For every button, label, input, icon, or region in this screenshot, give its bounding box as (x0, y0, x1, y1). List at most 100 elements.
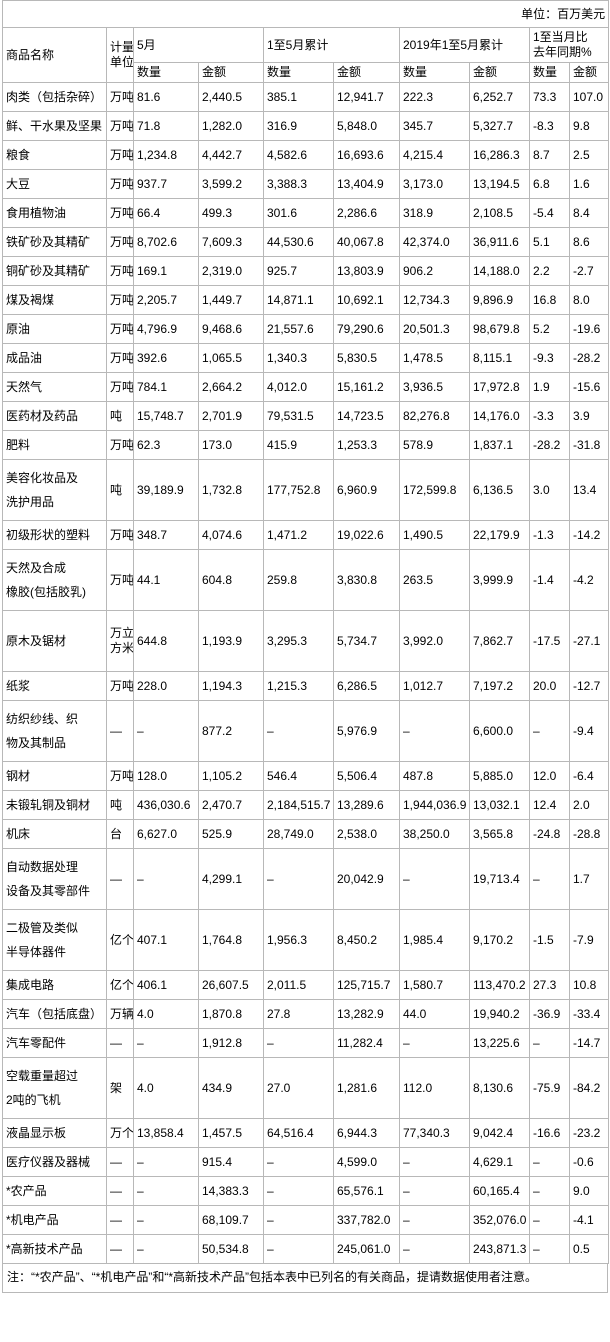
row-yoy-quantity: – (529, 1234, 570, 1264)
row-prev-quantity: 12,734.3 (399, 285, 470, 315)
row-cum-quantity: 21,557.6 (263, 314, 334, 344)
row-yoy-amount: -23.2 (568, 1118, 610, 1148)
table-header-group: 单位：百万美元 商品名称 计量 单位 5月 1至5月累计 2019年1至5月累计… (1, 0, 610, 83)
row-month-amount: 4,442.7 (198, 140, 264, 170)
row-prev-quantity: 20,501.3 (399, 314, 470, 344)
row-month-quantity: 39,189.9 (133, 459, 199, 521)
table-row: 天然气 万吨 784.1 2,664.2 4,012.0 15,161.2 3,936.5 1… (2, 372, 610, 402)
row-yoy-amount: -0.6 (568, 1147, 610, 1177)
row-month-amount: 7,609.3 (198, 227, 264, 257)
row-commodity-name: 美容化妆品及 洗护用品 (2, 459, 107, 521)
row-measure-unit: 万吨 (106, 169, 134, 199)
row-commodity-name: 医疗仪器及器械 (2, 1147, 107, 1177)
import-commodity-value-table-page: 单位：百万美元 商品名称 计量 单位 5月 1至5月累计 2019年1至5月累计… (1, 0, 610, 1293)
row-commodity-name: 未锻轧铜及铜材 (2, 790, 107, 820)
row-cum-amount: 13,404.9 (333, 169, 400, 199)
row-yoy-quantity: – (529, 1028, 570, 1058)
row-measure-unit: — (106, 1147, 134, 1177)
row-cum-amount: 12,941.7 (333, 82, 400, 112)
row-commodity-name: 天然气 (2, 372, 107, 402)
row-prev-quantity: 1,580.7 (399, 970, 470, 1000)
row-yoy-amount: 1.7 (568, 848, 610, 910)
table-row: 机床台 6,627.0 525.9 28,749.0 2,538.0 38,250.0 3,… (2, 819, 610, 849)
row-prev-quantity: 1,985.4 (399, 909, 470, 971)
row-month-quantity: 4.0 (133, 999, 199, 1029)
row-yoy-amount: 8.4 (568, 198, 610, 228)
row-month-amount: 1,194.3 (198, 671, 264, 701)
row-commodity-name: 集成电路 (2, 970, 107, 1000)
row-measure-unit: 台 (106, 819, 134, 849)
row-yoy-quantity: 3.0 (529, 459, 570, 521)
row-cum-amount: 19,022.6 (333, 520, 400, 550)
row-measure-unit: 万吨 (106, 430, 134, 460)
row-prev-quantity: 1,012.7 (399, 671, 470, 701)
row-yoy-quantity: -28.2 (529, 430, 570, 460)
table-row: 未锻轧铜及铜材吨 436,030.6 2,470.7 2,184,515.7 13,28… (2, 790, 610, 820)
row-cum-quantity: – (263, 1234, 334, 1264)
row-yoy-quantity: -17.5 (529, 610, 570, 672)
unit-banner: 单位：百万美元 (1, 0, 610, 28)
row-prev-quantity: 222.3 (399, 82, 470, 112)
row-prev-quantity: – (399, 848, 470, 910)
row-yoy-amount: -12.7 (568, 671, 610, 701)
table-row: 初级形状的塑料 万吨 348.7 4,074.6 1,471.2 19,022.6 1,49… (2, 520, 610, 550)
row-cum-amount: 6,944.3 (333, 1118, 400, 1148)
header-month-amount: 金额 (198, 62, 264, 83)
table-row: 医疗仪器及器械 — –915.4–4,599.0–4,629.1– -0.6 (2, 1147, 610, 1177)
row-prev-amount: 7,862.7 (469, 610, 530, 672)
row-yoy-amount: -84.2 (568, 1057, 610, 1119)
row-yoy-quantity: -1.5 (529, 909, 570, 971)
row-measure-unit: 万吨 (106, 227, 134, 257)
row-cum-amount: 40,067.8 (333, 227, 400, 257)
row-commodity-name: 鲜、干水果及坚果 (2, 111, 107, 141)
row-month-quantity: 392.6 (133, 343, 199, 373)
header-yoy-quantity: 数量 (529, 62, 570, 83)
row-commodity-name: 钢材 (2, 761, 107, 791)
row-cum-amount: 2,286.6 (333, 198, 400, 228)
row-yoy-quantity: 5.2 (529, 314, 570, 344)
row-measure-unit: 架 (106, 1057, 134, 1119)
row-month-quantity: – (133, 1205, 199, 1235)
row-cum-quantity: 1,471.2 (263, 520, 334, 550)
row-prev-amount: 36,911.6 (469, 227, 530, 257)
row-cum-quantity: 1,215.3 (263, 671, 334, 701)
table-row: 肉类（包括杂碎） 万吨 81.6 2,440.5 385.1 12,941.7 222.3 6… (2, 82, 610, 112)
row-prev-quantity: 487.8 (399, 761, 470, 791)
header-month-quantity: 数量 (133, 62, 199, 83)
row-month-quantity: 15,748.7 (133, 401, 199, 431)
row-yoy-amount: -27.1 (568, 610, 610, 672)
row-prev-quantity: – (399, 1205, 470, 1235)
row-yoy-quantity: 12.0 (529, 761, 570, 791)
table-row: 自动数据处理 设备及其零部件 — –4,299.1–20,042.9–19,713.4… (2, 848, 610, 910)
row-commodity-name: 空载重量超过 2吨的飞机 (2, 1057, 107, 1119)
row-prev-quantity: 3,936.5 (399, 372, 470, 402)
row-prev-amount: 98,679.8 (469, 314, 530, 344)
table-row: 汽车（包括底盘） 万辆 4.0 1,870.8 27.8 13,282.9 44.0 19,9… (2, 999, 610, 1029)
row-prev-quantity: 172,599.8 (399, 459, 470, 521)
row-measure-unit: 万吨 (106, 520, 134, 550)
row-cum-amount: 5,848.0 (333, 111, 400, 141)
row-cum-amount: 245,061.0 (333, 1234, 400, 1264)
row-measure-unit: 万吨 (106, 671, 134, 701)
row-cum-quantity: 44,530.6 (263, 227, 334, 257)
row-yoy-amount: -6.4 (568, 761, 610, 791)
row-cum-quantity: 27.8 (263, 999, 334, 1029)
row-yoy-amount: -2.7 (568, 256, 610, 286)
row-month-quantity: 66.4 (133, 198, 199, 228)
row-month-amount: 2,470.7 (198, 790, 264, 820)
row-commodity-name: 原油 (2, 314, 107, 344)
row-cum-quantity: 64,516.4 (263, 1118, 334, 1148)
row-measure-unit: 万辆 (106, 999, 134, 1029)
row-month-quantity: 436,030.6 (133, 790, 199, 820)
row-measure-unit: 万吨 (106, 256, 134, 286)
unit-banner-row: 单位：百万美元 (1, 0, 610, 28)
row-cum-quantity: 301.6 (263, 198, 334, 228)
row-measure-unit: — (106, 1176, 134, 1206)
row-prev-amount: 2,108.5 (469, 198, 530, 228)
row-prev-amount: 19,940.2 (469, 999, 530, 1029)
row-prev-amount: 9,896.9 (469, 285, 530, 315)
row-prev-quantity: 3,992.0 (399, 610, 470, 672)
row-prev-quantity: 3,173.0 (399, 169, 470, 199)
table-row: 铜矿砂及其精矿 万吨 169.1 2,319.0 925.7 13,803.9 906.2 1… (2, 256, 610, 286)
row-prev-quantity: 4,215.4 (399, 140, 470, 170)
